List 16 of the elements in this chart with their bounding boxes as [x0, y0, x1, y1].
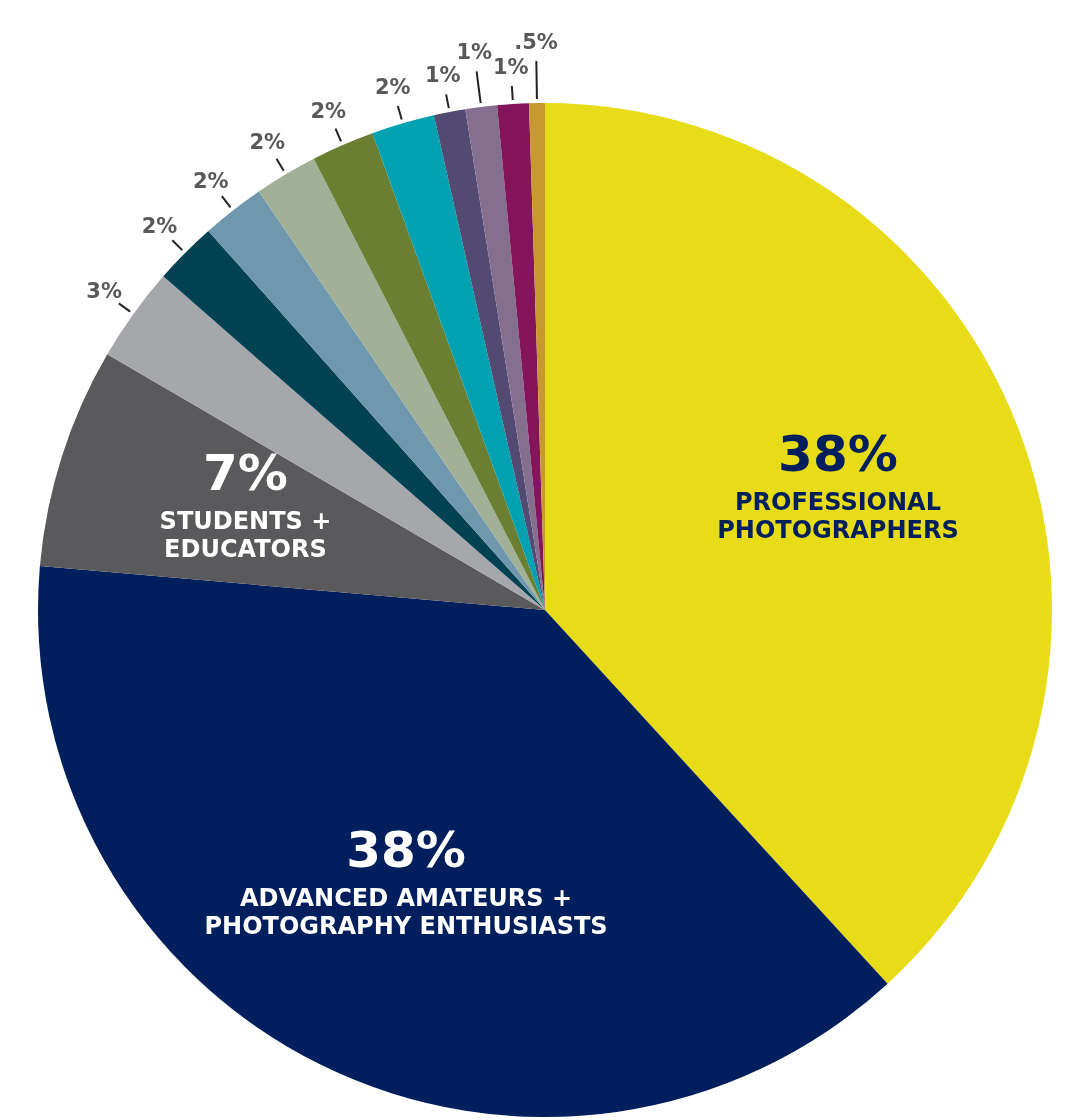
data-label: 2%: [249, 129, 286, 154]
data-label: 2%: [192, 168, 229, 193]
data-label: 1%: [492, 54, 529, 79]
data-label: 2%: [374, 75, 411, 100]
data-label: 1%: [424, 63, 461, 88]
slice-label: STUDENTS + EDUCATORS: [159, 506, 332, 563]
data-label: 38%: [778, 425, 898, 484]
slice-label: ADVANCED AMATEURS + PHOTOGRAPHY ENTHUSIASTS: [204, 884, 608, 941]
data-label: 2%: [310, 98, 347, 123]
data-label: 2%: [141, 214, 178, 239]
data-label: .5%: [514, 29, 558, 54]
data-label: 7%: [202, 443, 288, 502]
slice-label: PROFESSIONAL PHOTOGRAPHERS: [717, 488, 959, 545]
data-label: 1%: [456, 39, 493, 64]
data-label: 38%: [346, 820, 466, 879]
data-label: 3%: [86, 279, 123, 304]
